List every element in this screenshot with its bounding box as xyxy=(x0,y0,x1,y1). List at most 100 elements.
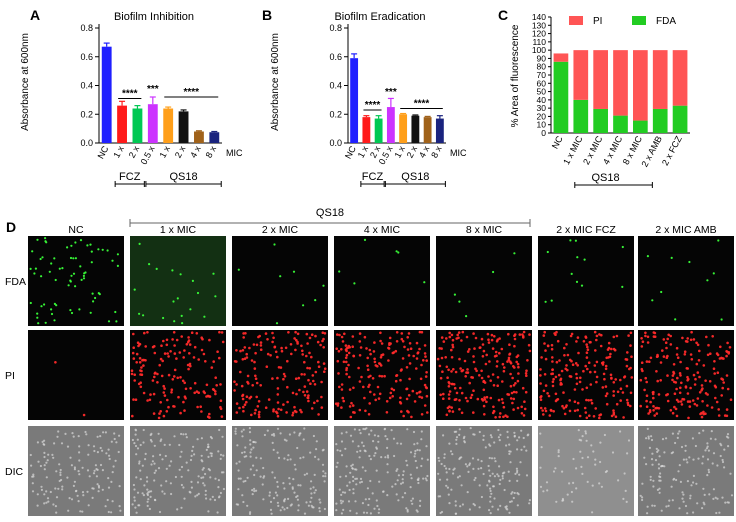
cell-dot xyxy=(666,354,669,358)
cell-dot xyxy=(694,377,697,381)
cell-dot xyxy=(480,376,484,380)
cell-dot xyxy=(77,435,80,438)
cell-dot xyxy=(297,504,300,507)
cell-dot xyxy=(316,399,319,403)
y-tick-label: 30 xyxy=(537,103,547,113)
cell-dot xyxy=(245,395,249,399)
cell-dot xyxy=(242,428,245,431)
cell-dot xyxy=(492,409,496,413)
cell-dot xyxy=(181,322,184,325)
cell-dot xyxy=(58,267,61,270)
cell-dot xyxy=(358,380,362,383)
cell-dot xyxy=(306,342,309,345)
cell-dot xyxy=(675,414,679,418)
cell-dot xyxy=(540,395,543,398)
cell-dot xyxy=(689,353,693,356)
cell-dot xyxy=(508,343,511,347)
micrograph-background xyxy=(130,426,226,516)
cell-dot xyxy=(356,450,359,453)
cell-dot xyxy=(447,397,451,400)
cell-dot xyxy=(395,374,399,377)
cell-dot xyxy=(686,392,690,395)
cell-dot xyxy=(141,492,144,495)
cell-dot xyxy=(348,388,352,391)
cell-dot xyxy=(706,279,709,282)
cell-dot xyxy=(36,441,40,444)
cell-dot xyxy=(191,279,194,282)
cell-dot xyxy=(78,473,81,476)
cell-dot xyxy=(87,444,90,447)
cell-dot xyxy=(105,452,108,455)
cell-dot xyxy=(650,435,653,438)
cell-dot xyxy=(667,333,670,337)
cell-dot xyxy=(646,427,649,430)
bar-pi xyxy=(553,53,569,62)
cell-dot xyxy=(40,275,43,278)
cell-dot xyxy=(352,488,355,491)
cell-dot xyxy=(318,507,321,510)
x-tick-label: 2 x xyxy=(127,144,142,160)
cell-dot xyxy=(211,495,214,498)
cell-dot xyxy=(146,504,149,507)
cell-dot xyxy=(721,460,725,464)
cell-dot xyxy=(501,380,504,383)
cell-dot xyxy=(419,499,422,502)
cell-dot xyxy=(505,444,508,447)
cell-dot xyxy=(649,400,652,404)
cell-dot xyxy=(170,460,173,463)
cell-dot xyxy=(671,378,674,382)
cell-dot xyxy=(721,496,724,499)
cell-dot xyxy=(708,380,712,383)
cell-dot xyxy=(442,434,445,437)
cell-dot xyxy=(101,449,104,452)
cell-dot xyxy=(255,343,259,347)
cell-dot xyxy=(74,257,77,260)
cell-dot xyxy=(565,364,568,367)
cell-dot xyxy=(276,480,279,484)
cell-dot xyxy=(452,472,455,475)
cell-dot xyxy=(159,410,162,413)
cell-dot xyxy=(93,449,96,453)
cell-dot xyxy=(87,453,90,456)
cell-dot xyxy=(338,385,341,389)
cell-dot xyxy=(520,412,524,415)
bar xyxy=(163,108,174,143)
cell-dot xyxy=(406,464,409,467)
cell-dot xyxy=(138,504,141,507)
cell-dot xyxy=(629,331,633,335)
cell-dot xyxy=(411,497,414,500)
cell-dot xyxy=(239,349,242,353)
cell-dot xyxy=(160,438,163,441)
cell-dot xyxy=(619,430,622,433)
cell-dot xyxy=(702,455,705,458)
cell-dot xyxy=(206,415,210,419)
cell-dot xyxy=(542,334,546,337)
y-tick-label: 40 xyxy=(537,95,547,105)
cell-dot xyxy=(368,383,371,387)
cell-dot xyxy=(320,395,323,399)
cell-dot xyxy=(391,485,394,488)
cell-dot xyxy=(450,488,453,491)
cell-dot xyxy=(180,483,183,487)
group-label: QS18 xyxy=(401,171,429,183)
cell-dot xyxy=(336,449,339,452)
cell-dot xyxy=(503,488,506,492)
cell-dot xyxy=(706,445,709,448)
cell-dot xyxy=(423,352,427,355)
cell-dot xyxy=(283,487,286,490)
cell-dot xyxy=(416,352,420,355)
cell-dot xyxy=(565,404,568,407)
cell-dot xyxy=(204,360,207,363)
cell-dot xyxy=(358,354,362,357)
cell-dot xyxy=(218,428,221,432)
cell-dot xyxy=(46,497,50,500)
cell-dot xyxy=(37,322,40,325)
cell-dot xyxy=(184,433,187,436)
cell-dot xyxy=(502,415,505,419)
cell-dot xyxy=(609,373,613,377)
cell-dot xyxy=(725,435,729,438)
cell-dot xyxy=(43,464,46,467)
cell-dot xyxy=(338,333,341,337)
cell-dot xyxy=(665,505,668,508)
micrograph-pi-7 xyxy=(638,330,734,420)
